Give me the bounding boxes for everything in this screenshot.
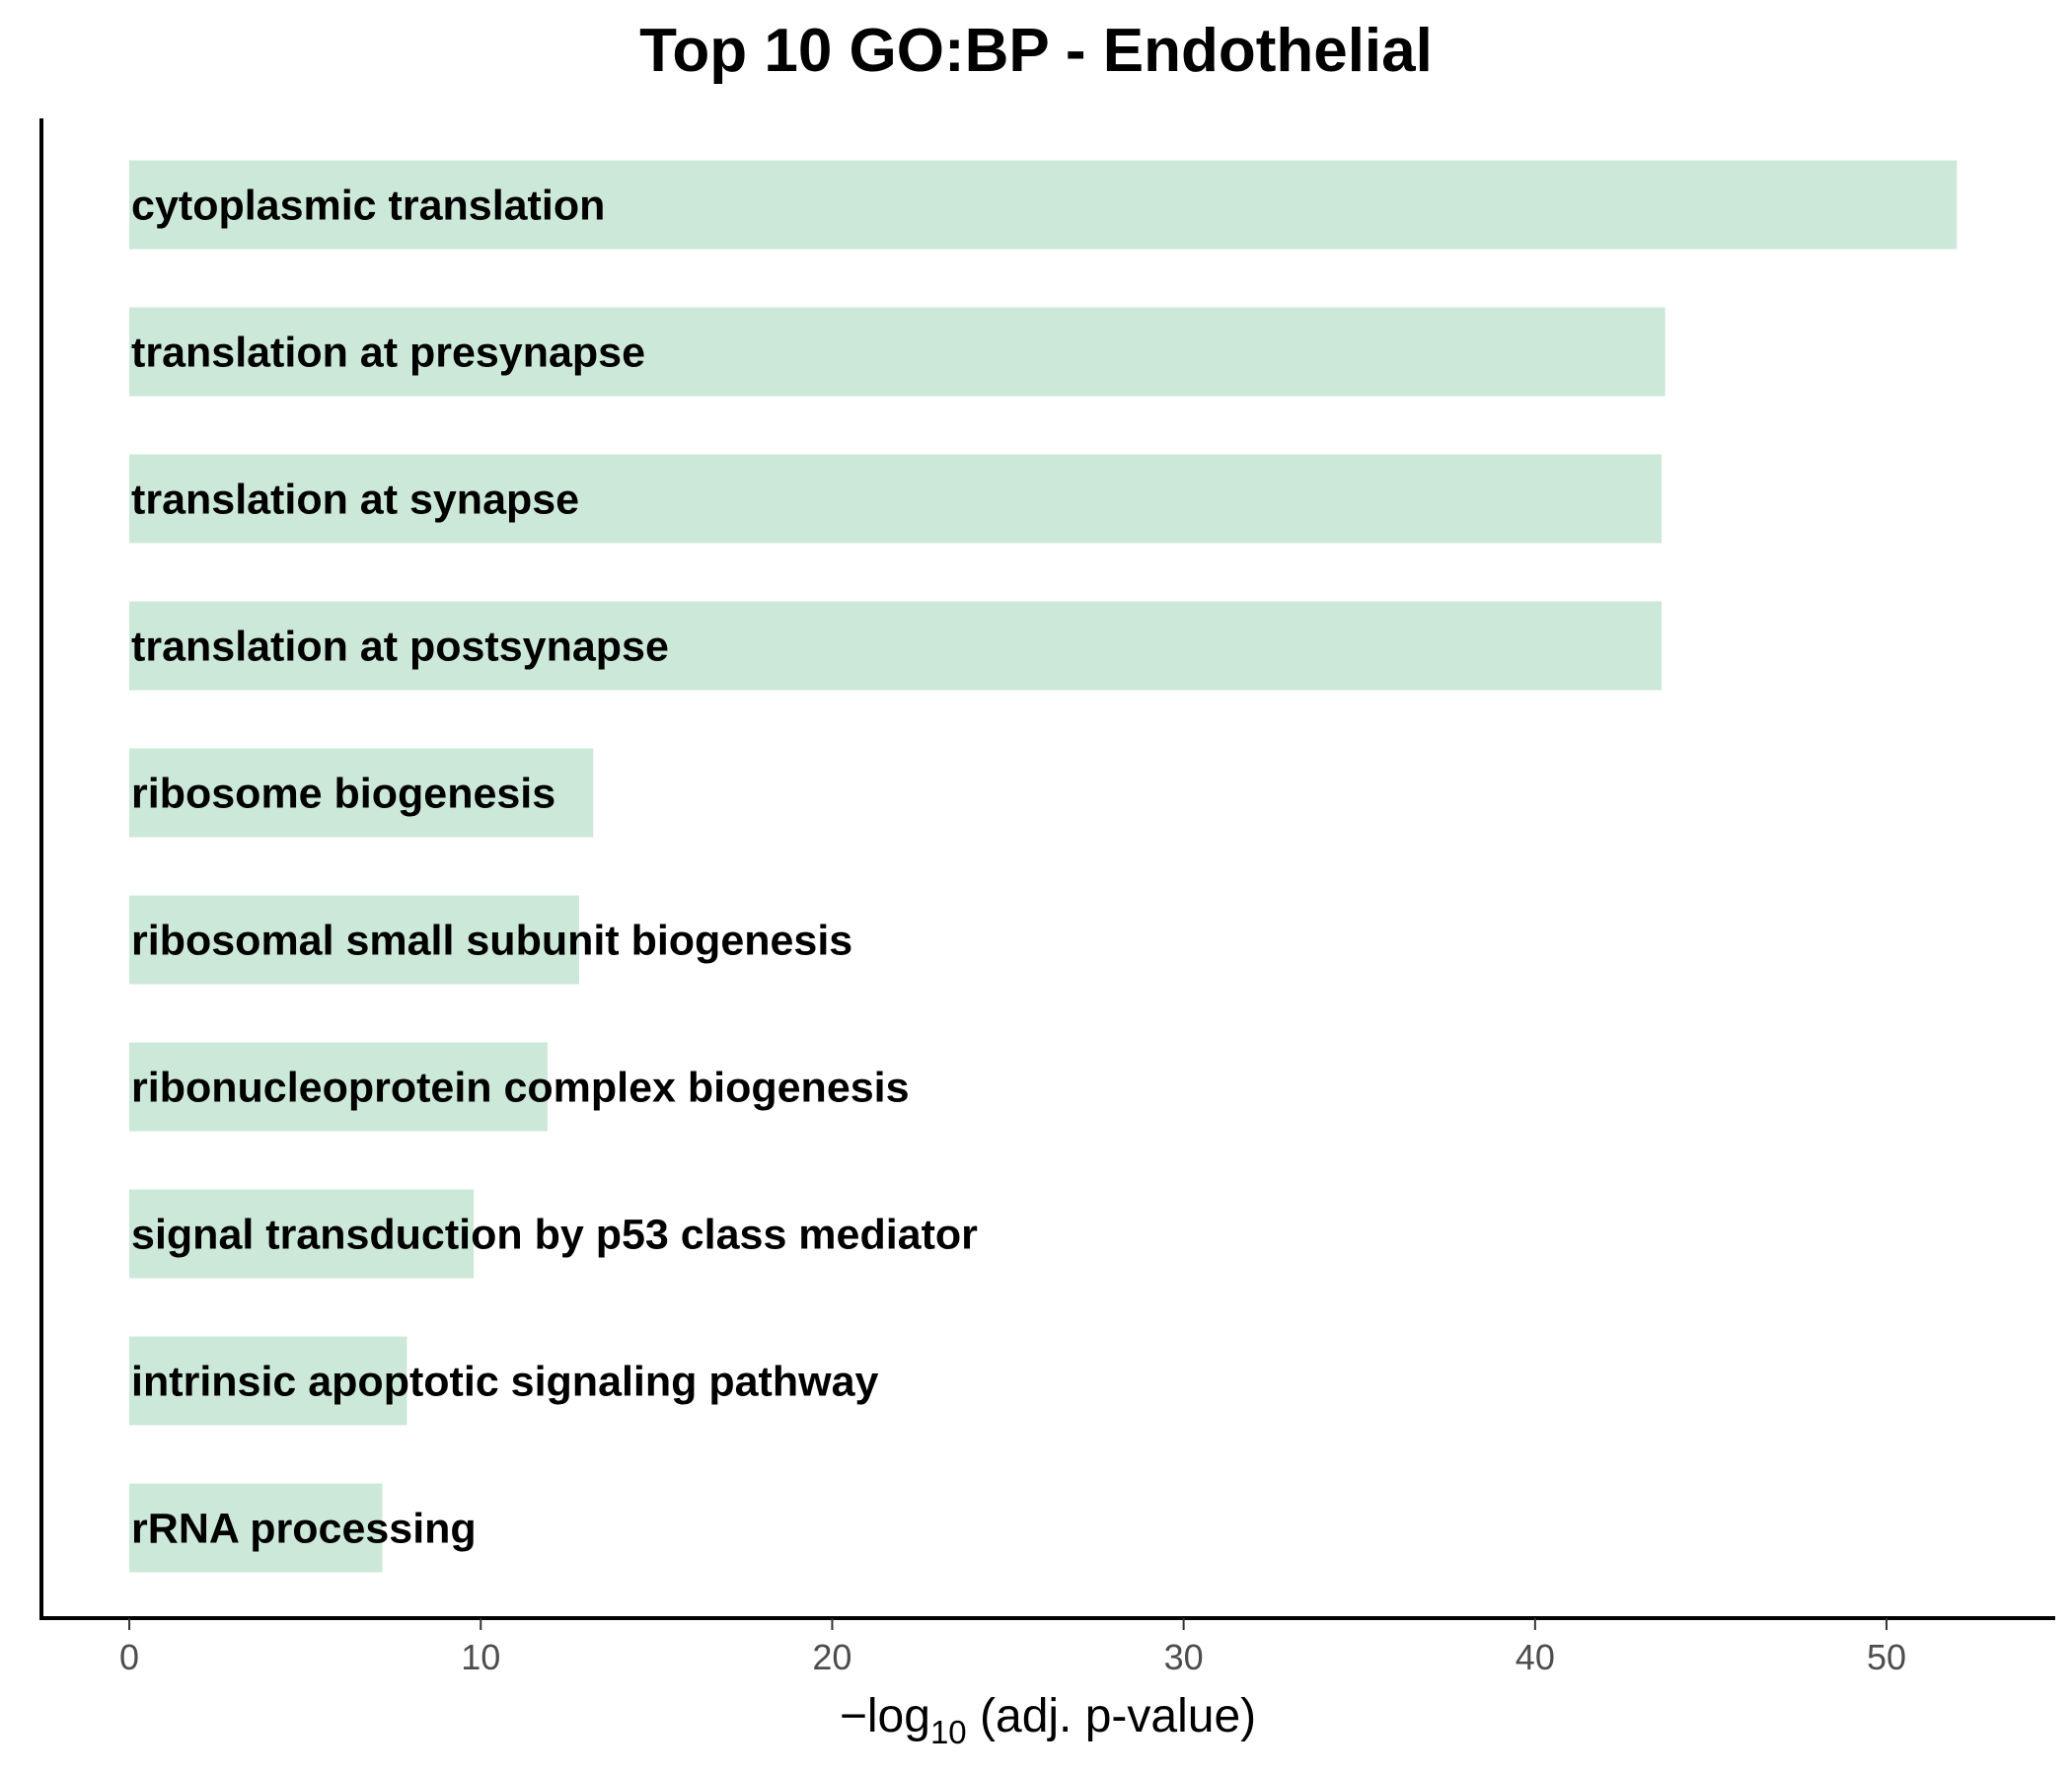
bar-label-2: translation at presynapse [131,330,645,377]
bar-7 [129,1042,548,1132]
bar-label-8: signal transduction by p53 class mediato… [131,1212,978,1259]
x-tick-label-40: 40 [1516,1637,1555,1677]
x-tick-label-50: 50 [1867,1637,1906,1677]
bar-label-4: translation at postsynapse [131,624,669,671]
x-tick-label-30: 30 [1164,1637,1204,1677]
bars-layer [129,160,1958,1573]
bar-2 [129,307,1665,397]
bar-label-7: ribonucleoprotein complex biogenesis [131,1065,909,1112]
x-axis-title: −log10 (adj. p-value) [840,1690,1256,1750]
bar-8 [129,1189,475,1279]
bar-label-6: ribosomal small subunit biogenesis [131,918,852,965]
bar-label-9: intrinsic apoptotic signaling pathway [131,1359,878,1406]
bar-3 [129,454,1663,544]
x-tick-label-10: 10 [461,1637,500,1677]
bar-labels-layer: cytoplasmic translation translation at pr… [131,183,978,1553]
bar-label-3: translation at synapse [131,477,579,524]
bar-label-1: cytoplasmic translation [131,183,605,230]
x-axis-title-subscript: 10 [930,1714,967,1750]
bar-9 [129,1336,407,1426]
bar-10 [129,1483,383,1573]
bar-label-5: ribosome biogenesis [131,771,555,818]
x-axis-title-prefix: −log [840,1690,930,1742]
x-tick-label-0: 0 [119,1637,139,1677]
bar-1 [129,160,1958,250]
x-ticks-layer: 0 10 20 30 40 50 [119,1618,1906,1677]
chart-title: Top 10 GO:BP - Endothelial [639,17,1433,85]
bar-4 [129,601,1663,691]
x-axis-title-suffix: (adj. p-value) [967,1690,1256,1742]
bar-label-10: rRNA processing [131,1506,477,1553]
bar-6 [129,895,579,985]
x-tick-label-20: 20 [812,1637,851,1677]
bar-5 [129,748,594,838]
